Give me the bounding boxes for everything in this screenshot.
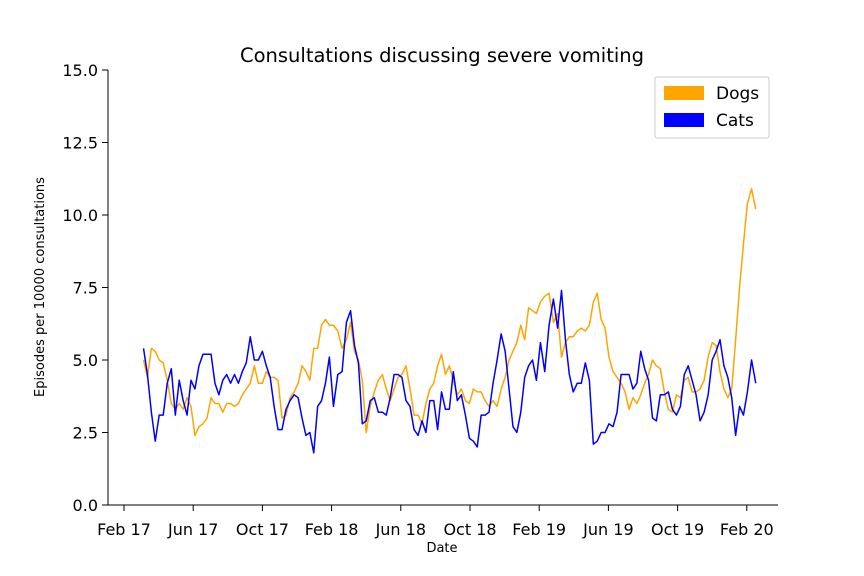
legend-swatch-cats (664, 113, 704, 127)
y-tick-label: 12.5 (62, 134, 98, 153)
x-tick-label: Oct 17 (236, 520, 289, 539)
legend: Dogs Cats (654, 76, 770, 139)
series-line-dogs (142, 188, 757, 437)
series-line-cats (142, 289, 757, 454)
x-tick-label: Oct 19 (651, 520, 704, 539)
y-tick-label: 2.5 (73, 424, 98, 443)
y-tick-label: 5.0 (73, 351, 98, 370)
x-axis-label: Date (426, 541, 457, 556)
x-tick-label: Feb 19 (512, 520, 566, 539)
chart-title: Consultations discussing severe vomiting (240, 44, 644, 67)
x-tick-label: Jun 18 (375, 520, 426, 539)
x-ticks: Feb 17 Jun 17 Oct 17 Feb 18 Jun 18 Oct 18 Feb … (97, 505, 774, 539)
y-tick-label: 10.0 (62, 206, 98, 225)
y-axis-label: Episodes per 10000 consultations (33, 177, 48, 397)
x-tick-label: Feb 20 (720, 520, 774, 539)
y-tick-label: 15.0 (62, 61, 98, 80)
y-ticks: 0.0 2.5 5.0 7.5 10.0 12.5 15.0 (62, 61, 108, 515)
legend-swatch-dogs (664, 86, 704, 100)
legend-label-cats: Cats (716, 111, 754, 131)
x-tick-label: Feb 18 (305, 520, 359, 539)
x-tick-label: Feb 17 (97, 520, 151, 539)
y-tick-label: 0.0 (73, 496, 98, 515)
x-tick-label: Oct 18 (443, 520, 496, 539)
x-tick-label: Jun 17 (167, 520, 218, 539)
legend-label-dogs: Dogs (716, 84, 759, 104)
x-tick-label: Jun 19 (582, 520, 633, 539)
series-lines (142, 188, 757, 454)
y-tick-label: 7.5 (73, 279, 98, 298)
